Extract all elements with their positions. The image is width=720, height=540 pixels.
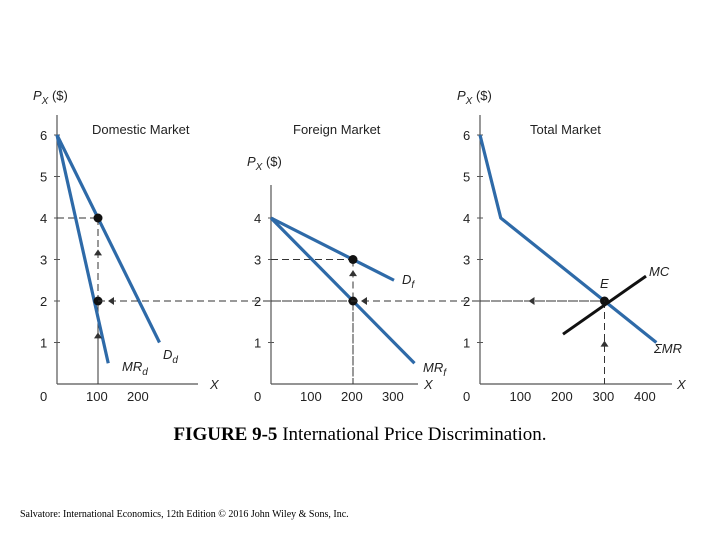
- x-tick-label: 100: [510, 389, 532, 404]
- foreign-curves: [269, 216, 416, 365]
- y-tick-label: 1: [463, 336, 470, 351]
- domestic-guides: [57, 217, 99, 384]
- domestic-markers: [93, 213, 103, 306]
- dd-label: Dd: [163, 347, 178, 366]
- x-tick-label: 200: [551, 389, 573, 404]
- mrf-label: MRf: [423, 360, 447, 379]
- x-tick-label: 400: [634, 389, 656, 404]
- y-tick-label: 4: [40, 211, 47, 226]
- y-tick-label: 6: [463, 128, 470, 143]
- curve-mr_d: [55, 134, 110, 364]
- domestic-x-label: X: [209, 377, 220, 392]
- foreign-markers: [348, 255, 358, 306]
- domestic-title: Domestic Market: [92, 122, 190, 137]
- curve-d_f: [270, 216, 395, 282]
- x-tick-label: 0: [254, 389, 261, 404]
- foreign-guides: [271, 259, 354, 384]
- domestic-y-ticks: 1 2 3 4 5 6: [40, 128, 60, 351]
- curve-d_d: [55, 134, 161, 344]
- foreign-title: Foreign Market: [293, 122, 381, 137]
- curve-mr: [478, 134, 658, 344]
- curve-mr_f: [269, 216, 416, 365]
- total-y-label: PX ($): [457, 88, 492, 107]
- y-tick-label: 5: [463, 170, 470, 185]
- figure-caption: FIGURE 9-5 International Price Discrimin…: [0, 424, 720, 446]
- e-label: E: [600, 276, 609, 291]
- total-guides: [480, 300, 605, 384]
- y-tick-label: 4: [254, 211, 261, 226]
- df-label: Df: [402, 272, 415, 291]
- caption-text: International Price Discrimination.: [282, 424, 547, 445]
- arrowhead-left: [528, 297, 535, 305]
- x-tick-label: 300: [593, 389, 615, 404]
- y-tick-label: 3: [254, 253, 261, 268]
- x-tick-label: 200: [127, 389, 149, 404]
- figure-credit: Salvatore: International Economics, 12th…: [20, 509, 349, 520]
- domestic-y-label: PX ($): [33, 88, 68, 107]
- arrowhead-up: [94, 332, 102, 339]
- mc-label: MC: [649, 264, 670, 279]
- y-tick-label: 3: [40, 253, 47, 268]
- y-tick-label: 6: [40, 128, 47, 143]
- foreign-y-label: PX ($): [247, 154, 282, 173]
- arrowhead-left: [361, 297, 367, 305]
- arrowhead-up: [349, 270, 357, 277]
- x-tick-label: 200: [341, 389, 363, 404]
- arrowhead-up: [94, 249, 102, 256]
- smr-label: ΣMR: [653, 341, 682, 356]
- total-title: Total Market: [530, 122, 601, 137]
- y-tick-label: 1: [40, 336, 47, 351]
- total-x-ticks: 0 100 200 300 400: [463, 389, 656, 404]
- y-tick-label: 5: [40, 170, 47, 185]
- y-tick-label: 4: [463, 211, 470, 226]
- arrowhead-left: [108, 297, 114, 305]
- x-tick-label: 100: [86, 389, 108, 404]
- data-point-marker: [93, 213, 103, 223]
- price-2-guide: [94, 249, 609, 347]
- y-tick-label: 2: [40, 294, 47, 309]
- total-x-label: X: [676, 377, 687, 392]
- arrowhead-up: [600, 340, 609, 347]
- caption-number: FIGURE 9-5: [173, 424, 278, 445]
- data-point-marker: [348, 255, 358, 264]
- x-tick-label: 0: [40, 389, 47, 404]
- x-tick-label: 0: [463, 389, 470, 404]
- foreign-x-ticks: 0 100 200 300: [254, 389, 404, 404]
- x-tick-label: 100: [300, 389, 322, 404]
- mrd-label: MRd: [122, 359, 148, 378]
- y-tick-label: 1: [254, 336, 261, 351]
- domestic-x-ticks: 0 100 200: [40, 389, 149, 404]
- x-tick-label: 300: [382, 389, 404, 404]
- domestic-curves: [55, 134, 161, 364]
- total-curves: [478, 134, 658, 344]
- y-tick-label: 3: [463, 253, 470, 268]
- foreign-x-label: X: [423, 377, 434, 392]
